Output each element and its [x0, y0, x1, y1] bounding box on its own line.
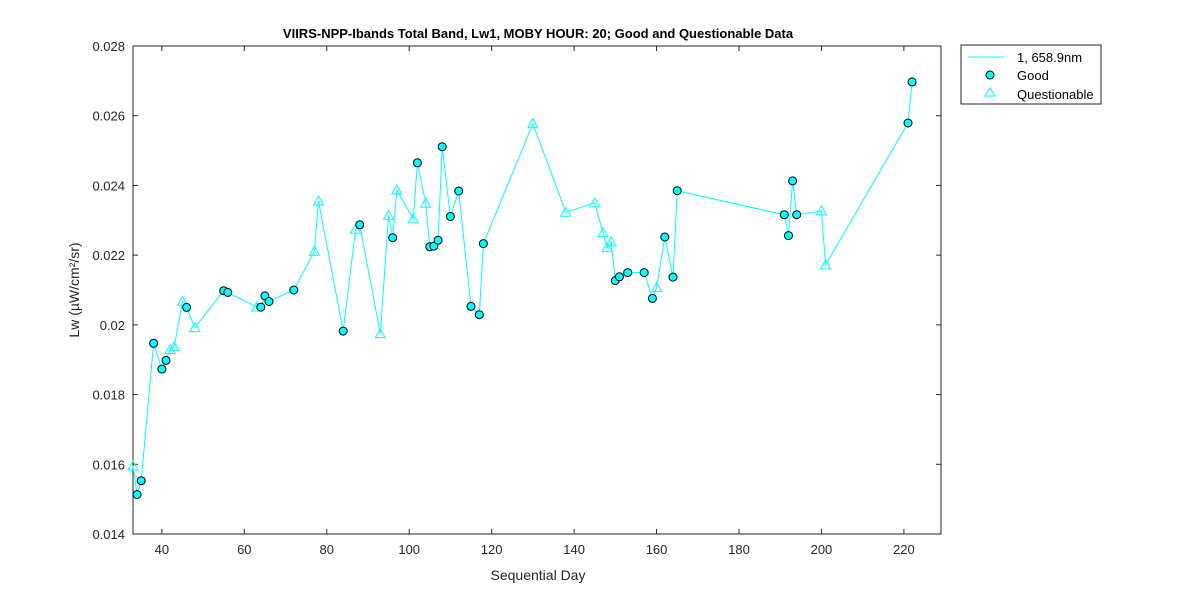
x-tick-label: 200 — [811, 542, 833, 557]
data-point-good — [672, 186, 682, 196]
y-tick-label: 0.028 — [92, 39, 125, 54]
legend-box — [960, 44, 1102, 105]
data-point-questionable — [815, 204, 828, 216]
data-point-good — [779, 210, 789, 220]
x-axis-label: Sequential Day — [491, 567, 586, 583]
chart-title: VIIRS-NPP-Ibands Total Band, Lw1, MOBY H… — [283, 26, 794, 41]
x-tick-label: 80 — [320, 542, 334, 557]
data-point-good — [445, 212, 455, 221]
data-point-good — [289, 285, 299, 295]
data-point-questionable — [374, 327, 387, 339]
data-point-good — [136, 476, 146, 486]
data-point-good — [792, 210, 802, 220]
data-point-good — [466, 301, 476, 311]
data-point-questionable — [588, 196, 601, 208]
x-axis: 40 60 80 100 120 140 160 180 200 220 — [155, 46, 915, 557]
y-axis-label: Lw (µW/cm²/sr) — [66, 242, 82, 337]
y-tick-label: 0.016 — [92, 457, 125, 472]
x-tick-label: 220 — [893, 542, 915, 557]
data-point-questionable — [188, 321, 201, 333]
data-point-good — [454, 186, 464, 196]
data-point-good — [149, 338, 159, 348]
x-tick-label: 160 — [646, 542, 668, 557]
y-tick-label: 0.014 — [92, 527, 125, 542]
data-point-questionable — [819, 258, 832, 270]
axes-box — [132, 45, 942, 535]
data-point-questionable — [560, 206, 572, 217]
data-point-good — [614, 272, 624, 282]
data-point-questionable — [650, 281, 663, 293]
data-point-good — [623, 268, 633, 278]
x-tick-label: 60 — [237, 542, 251, 557]
data-point-questionable — [527, 117, 539, 129]
y-tick-label: 0.022 — [92, 248, 125, 263]
data-point-questionable — [312, 195, 325, 206]
data-point-questionable — [127, 459, 139, 471]
series-layer — [127, 77, 917, 500]
data-point-good — [132, 490, 142, 500]
data-point-questionable — [419, 197, 432, 208]
data-point-good — [903, 118, 913, 128]
legend-entry-questionable: Questionable — [1017, 87, 1094, 102]
x-tick-label: 180 — [728, 542, 750, 557]
legend-entry-good: Good — [1017, 68, 1049, 83]
data-point-questionable — [390, 183, 403, 195]
legend: 1, 658.9nm Good Questionable — [960, 44, 1102, 105]
data-point-good — [161, 355, 171, 365]
y-tick-label: 0.018 — [92, 388, 125, 403]
data-point-questionable — [601, 241, 613, 253]
data-point-questionable — [168, 340, 181, 352]
data-point-good — [784, 231, 793, 241]
data-point-good — [478, 239, 488, 249]
data-point-questionable — [176, 295, 189, 306]
x-tick-label: 100 — [398, 542, 420, 557]
data-point-good — [182, 302, 192, 312]
data-point-good — [474, 310, 484, 320]
y-tick-label: 0.024 — [92, 178, 125, 193]
data-point-good — [256, 302, 266, 312]
y-axis: 0.014 0.016 0.018 0.02 0.022 0.024 0.026 0.028 — [92, 39, 941, 542]
legend-good-marker — [985, 70, 995, 80]
data-point-good — [660, 232, 670, 242]
data-point-good — [907, 77, 917, 87]
data-point-questionable — [407, 212, 420, 224]
data-point-good — [264, 297, 274, 306]
x-tick-label: 120 — [481, 542, 503, 557]
x-tick-label: 40 — [155, 542, 169, 557]
y-tick-label: 0.02 — [100, 318, 125, 333]
data-point-good — [788, 176, 798, 186]
data-point-questionable — [308, 245, 321, 256]
legend-entry-line: 1, 658.9nm — [1017, 50, 1082, 65]
data-point-good — [338, 326, 348, 336]
data-point-questionable — [597, 226, 609, 238]
x-tick-label: 140 — [563, 542, 585, 557]
plot-area — [132, 45, 942, 535]
data-point-good — [668, 272, 678, 282]
data-point-questionable — [164, 343, 176, 355]
data-point-good — [437, 142, 447, 152]
data-point-good — [157, 364, 167, 374]
data-point-good — [433, 235, 443, 245]
legend-questionable-marker — [984, 87, 996, 97]
data-point-good — [355, 220, 365, 230]
data-point-good — [412, 158, 422, 168]
data-point-good — [647, 293, 657, 303]
data-point-good — [388, 233, 398, 243]
y-tick-label: 0.026 — [92, 109, 125, 124]
data-point-good — [639, 268, 649, 278]
data-point-questionable — [382, 209, 395, 220]
data-point-good — [223, 287, 233, 297]
data-point-questionable — [605, 235, 618, 247]
